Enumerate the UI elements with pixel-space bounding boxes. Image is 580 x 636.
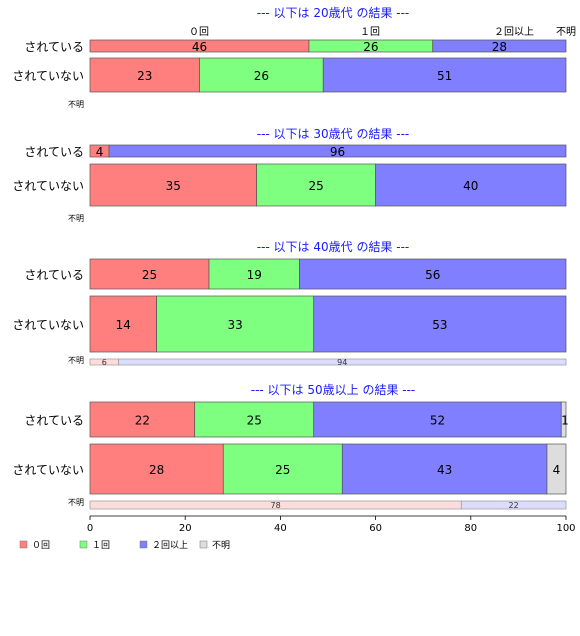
legend-swatch-1 bbox=[79, 540, 88, 549]
data-label-3-1-2: 43 bbox=[437, 463, 452, 477]
bar-segment-3-1-3 bbox=[546, 443, 567, 495]
legend-label-0: ０回 bbox=[32, 540, 50, 551]
data-label-2-2-2: 94 bbox=[337, 358, 347, 367]
data-label-0-0-1: 26 bbox=[363, 40, 378, 54]
category-header-1: １回 bbox=[360, 26, 380, 38]
legend-swatch-0 bbox=[19, 540, 28, 549]
data-label-3-1-1: 25 bbox=[275, 463, 290, 477]
data-label-3-1-3: 4 bbox=[553, 463, 561, 477]
row-label-0-0: されている bbox=[24, 40, 84, 54]
data-label-3-0-1: 25 bbox=[247, 414, 262, 428]
row-label-0-2: 不明 bbox=[68, 100, 84, 109]
data-label-1-1-0: 35 bbox=[166, 179, 181, 193]
x-tick-label-3: 60 bbox=[369, 523, 382, 534]
data-label-3-1-0: 28 bbox=[149, 463, 164, 477]
data-label-3-0-0: 22 bbox=[135, 414, 150, 428]
data-label-3-0-2: 52 bbox=[430, 414, 445, 428]
data-label-0-1-1: 26 bbox=[254, 69, 269, 83]
data-label-2-0-1: 19 bbox=[247, 268, 262, 282]
x-tick-label-0: 0 bbox=[87, 523, 93, 534]
data-label-3-2-2: 22 bbox=[509, 501, 519, 510]
panel-title-3: --- 以下は 50歳以上 の結果 --- bbox=[251, 383, 416, 397]
bar-segment-3-0-0 bbox=[89, 401, 196, 438]
data-label-1-1-2: 40 bbox=[463, 179, 478, 193]
row-label-3-0: されている bbox=[24, 414, 84, 428]
data-label-0-1-2: 51 bbox=[437, 69, 452, 83]
bar-segment-2-1-0 bbox=[89, 295, 157, 353]
x-tick-label-2: 40 bbox=[274, 523, 287, 534]
data-label-2-1-2: 53 bbox=[432, 318, 447, 332]
row-label-3-2: 不明 bbox=[68, 498, 84, 507]
x-tick-label-4: 80 bbox=[464, 523, 477, 534]
bar-segment-3-1-2 bbox=[341, 443, 548, 495]
bar-segment-3-0-3 bbox=[560, 401, 567, 438]
data-label-2-1-0: 14 bbox=[116, 318, 131, 332]
bar-segment-0-0-2 bbox=[432, 39, 567, 53]
row-label-2-1: されていない bbox=[12, 318, 84, 332]
legend-label-2: ２回以上 bbox=[152, 540, 188, 551]
bar-segment-2-2-2 bbox=[118, 358, 567, 366]
row-label-0-1: されていない bbox=[12, 69, 84, 83]
panel-title-0: --- 以下は 20歳代 の結果 --- bbox=[257, 6, 410, 20]
bar-segment-1-1-0 bbox=[89, 163, 257, 207]
bar-segment-1-1-2 bbox=[375, 163, 567, 207]
legend-label-3: 不明 bbox=[212, 540, 230, 551]
bar-segment-3-1-1 bbox=[222, 443, 343, 495]
legend-swatch-2 bbox=[139, 540, 148, 549]
panel-title-2: --- 以下は 40歳代 の結果 --- bbox=[257, 240, 410, 254]
category-header-2: ２回以上 bbox=[494, 26, 534, 38]
data-label-0-1-0: 23 bbox=[137, 69, 152, 83]
data-label-2-0-0: 25 bbox=[142, 268, 157, 282]
row-label-2-0: されている bbox=[24, 268, 84, 282]
legend-label-1: １回 bbox=[92, 540, 110, 551]
bar-segment-0-1-2 bbox=[322, 57, 567, 93]
data-label-1-0-0: 4 bbox=[96, 145, 104, 159]
data-label-3-2-0: 78 bbox=[271, 501, 281, 510]
x-tick-label-1: 20 bbox=[179, 523, 192, 534]
data-label-2-2-0: 6 bbox=[102, 358, 107, 367]
row-label-1-1: されていない bbox=[12, 179, 84, 193]
bar-segment-3-0-1 bbox=[194, 401, 315, 438]
bar-segment-3-2-2 bbox=[460, 500, 567, 510]
data-label-1-1-1: 25 bbox=[308, 179, 323, 193]
data-label-0-0-0: 46 bbox=[192, 40, 207, 54]
bar-segment-2-0-2 bbox=[299, 258, 567, 290]
bar-segment-2-0-1 bbox=[208, 258, 300, 290]
row-label-1-0: されている bbox=[24, 145, 84, 159]
legend-swatch-3 bbox=[199, 540, 208, 549]
data-label-3-0-3: 1 bbox=[561, 414, 569, 428]
bar-segment-2-1-1 bbox=[156, 295, 315, 353]
row-label-3-1: されていない bbox=[12, 463, 84, 477]
bar-segment-3-1-0 bbox=[89, 443, 224, 495]
category-header-3: 不明 bbox=[556, 26, 576, 38]
bar-segment-2-0-0 bbox=[89, 258, 210, 290]
category-header-0: ０回 bbox=[189, 26, 209, 38]
row-label-1-2: 不明 bbox=[68, 214, 84, 223]
bar-segment-1-0-2 bbox=[108, 144, 567, 158]
x-tick-label-5: 100 bbox=[556, 523, 575, 534]
data-label-1-0-2: 96 bbox=[330, 145, 345, 159]
data-label-2-0-2: 56 bbox=[425, 268, 440, 282]
bar-segment-3-0-2 bbox=[313, 401, 562, 438]
bar-segment-0-1-1 bbox=[199, 57, 324, 93]
bar-segment-1-1-1 bbox=[256, 163, 376, 207]
data-label-2-1-1: 33 bbox=[228, 318, 243, 332]
panel-title-1: --- 以下は 30歳代 の結果 --- bbox=[257, 127, 410, 141]
data-label-0-0-2: 28 bbox=[492, 40, 507, 54]
bar-segment-2-1-2 bbox=[313, 295, 567, 353]
row-label-2-2: 不明 bbox=[68, 356, 84, 365]
